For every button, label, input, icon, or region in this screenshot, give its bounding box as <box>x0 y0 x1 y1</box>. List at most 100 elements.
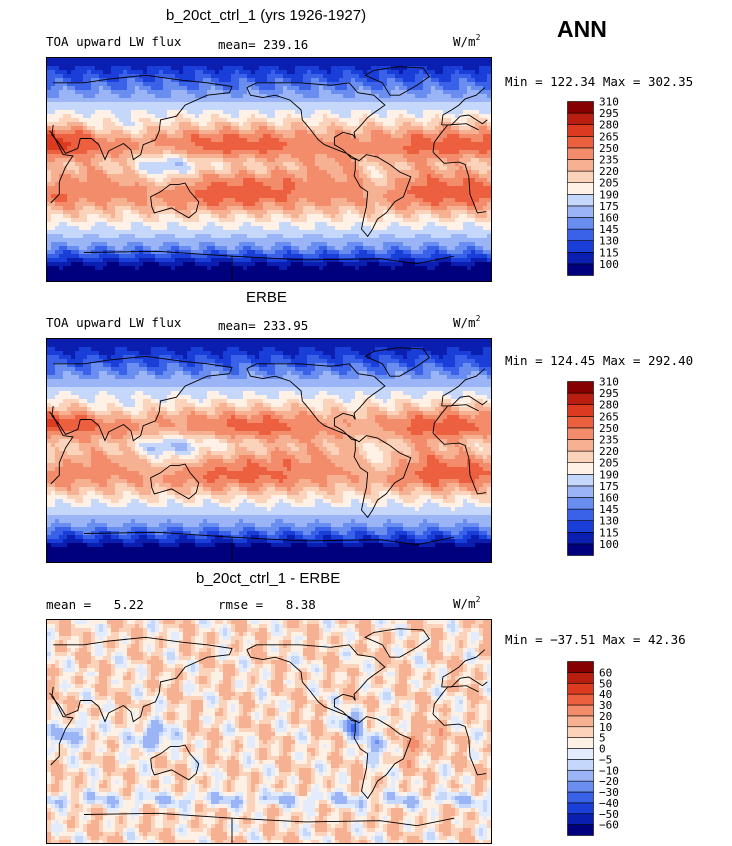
panel1-map-cell <box>375 94 380 99</box>
panel1-map-cell <box>399 194 404 199</box>
panel1-map-cell <box>255 178 260 183</box>
panel1-map-cell <box>415 174 420 179</box>
panel1-map-cell <box>255 150 260 155</box>
panel1-map-cell <box>115 214 120 219</box>
panel1-map-cell <box>299 170 304 175</box>
panel1-map-cell <box>483 214 488 219</box>
panel1-map-cell <box>339 70 344 75</box>
panel1-map-cell <box>299 226 304 231</box>
panel1-map-cell <box>223 110 228 115</box>
panel1-map-cell <box>267 154 272 159</box>
panel1-map-cell <box>467 130 472 135</box>
panel1-map-cell <box>207 102 212 107</box>
panel1-map-cell <box>483 138 488 143</box>
panel1-map-cell <box>395 62 400 67</box>
panel1-map-cell <box>87 170 92 175</box>
panel1-map-cell <box>375 178 380 183</box>
panel1-map-cell <box>335 222 340 227</box>
panel1-map-cell <box>227 146 232 151</box>
panel1-map-cell <box>371 206 376 211</box>
panel1-map-cell <box>259 118 264 123</box>
panel1-map-cell <box>127 118 132 123</box>
panel1-map-cell <box>435 74 440 79</box>
panel1-map-cell <box>111 218 116 223</box>
panel1-map-cell <box>183 226 188 231</box>
panel1-map-cell <box>303 222 308 227</box>
panel1-map-cell <box>255 66 260 71</box>
panel1-map-cell <box>71 126 76 131</box>
panel1-map-cell <box>227 98 232 103</box>
panel1-map-cell <box>423 190 428 195</box>
panel1-map-cell <box>299 114 304 119</box>
panel1-map-cell <box>395 210 400 215</box>
panel1-map-cell <box>327 102 332 107</box>
panel1-map-cell <box>215 130 220 135</box>
panel1-map-cell <box>379 66 384 71</box>
panel1-map-cell <box>115 234 120 239</box>
panel1-map-cell <box>163 74 168 79</box>
panel1-map-cell <box>111 98 116 103</box>
panel1-map-cell <box>51 166 56 171</box>
panel1-map-cell <box>151 170 156 175</box>
panel1-map-cell <box>243 94 248 99</box>
panel1-map-cell <box>235 146 240 151</box>
panel1-map-cell <box>419 210 424 215</box>
panel1-map-cell <box>115 122 120 127</box>
panel1-map-cell <box>123 90 128 95</box>
panel1-map-cell <box>379 110 384 115</box>
panel1-map-cell <box>411 214 416 219</box>
panel1-map-cell <box>71 114 76 119</box>
panel1-map-cell <box>427 78 432 83</box>
panel1-map-cell <box>387 202 392 207</box>
panel1-map-cell <box>371 58 376 63</box>
panel1-map-cell <box>263 130 268 135</box>
panel1-map-cell <box>443 230 448 235</box>
panel1-map-cell <box>163 190 168 195</box>
panel1-map-cell <box>227 230 232 235</box>
panel1-map-cell <box>207 154 212 159</box>
panel1-map-cell <box>347 62 352 67</box>
panel1-map-cell <box>159 74 164 79</box>
panel1-map-cell <box>291 218 296 223</box>
panel1-map-cell <box>371 202 376 207</box>
panel1-map-cell <box>443 58 448 63</box>
panel1-map-cell <box>391 74 396 79</box>
panel1-map-cell <box>199 166 204 171</box>
panel1-map-cell <box>399 198 404 203</box>
panel1-map-cell <box>475 94 480 99</box>
panel1-map-cell <box>271 58 276 63</box>
panel1-map-cell <box>263 62 268 67</box>
panel1-map-cell <box>195 146 200 151</box>
panel1-map-cell <box>487 90 491 95</box>
panel1-map-cell <box>299 62 304 67</box>
panel1-map-cell <box>383 202 388 207</box>
panel1-map-cell <box>411 98 416 103</box>
panel1-map-cell <box>211 190 216 195</box>
panel1-map-cell <box>99 134 104 139</box>
panel1-map-cell <box>79 150 84 155</box>
panel1-map-cell <box>163 102 168 107</box>
panel1-map-cell <box>367 134 372 139</box>
panel1-map-cell <box>327 86 332 91</box>
panel1-map-cell <box>155 150 160 155</box>
panel1-map-cell <box>295 82 300 87</box>
panel1-map-cell <box>251 170 256 175</box>
panel1-map-cell <box>227 202 232 207</box>
panel1-map-cell <box>255 226 260 231</box>
panel1-map-cell <box>423 194 428 199</box>
panel1-map-cell <box>299 154 304 159</box>
panel1-map-cell <box>279 194 284 199</box>
panel1-map-cell <box>179 154 184 159</box>
panel1-map-cell <box>163 178 168 183</box>
panel1-map-cell <box>231 82 236 87</box>
panel1-map-cell <box>147 94 152 99</box>
panel1-map-cell <box>255 110 260 115</box>
panel1-map-cell <box>351 142 356 147</box>
panel1-map-cell <box>179 90 184 95</box>
panel1-map-cell <box>123 86 128 91</box>
panel1-map-cell <box>63 222 68 227</box>
panel1-variable-label: TOA upward LW flux <box>46 34 182 49</box>
panel1-map-cell <box>75 234 80 239</box>
panel1-map-cell <box>171 142 176 147</box>
panel1-map-cell <box>323 118 328 123</box>
